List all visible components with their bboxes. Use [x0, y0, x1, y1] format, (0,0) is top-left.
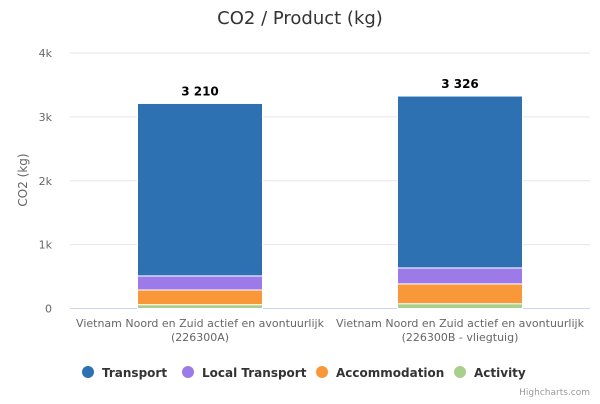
total-label: 3 210 — [181, 84, 219, 98]
y-tick-label: 0 — [45, 303, 52, 316]
legend-label: Accommodation — [336, 366, 444, 380]
x-axis-label: Vietnam Noord en Zuid actief en avontuur… — [76, 317, 325, 330]
legend-item-transport[interactable]: Transport — [82, 366, 167, 380]
credits[interactable]: Highcharts.com — [519, 388, 590, 398]
legend-item-accommodation[interactable]: Accommodation — [316, 366, 444, 380]
bar-segment-local-transport — [397, 267, 523, 285]
bar-segment-accommodation — [397, 283, 523, 305]
legend-marker — [316, 366, 328, 378]
bar-segment-transport — [397, 95, 523, 269]
legend-marker — [454, 366, 466, 378]
bar-segment-transport — [137, 102, 263, 277]
total-label: 3 326 — [441, 77, 479, 91]
y-tick-label: 3k — [39, 111, 53, 124]
legend-marker — [82, 366, 94, 378]
y-axis-label: CO2 (kg) — [16, 153, 30, 206]
y-tick-label: 2k — [39, 175, 53, 188]
bar-segment-activity — [397, 303, 523, 310]
x-axis-label: Vietnam Noord en Zuid actief en avontuur… — [336, 317, 585, 330]
chart-title: CO2 / Product (kg) — [217, 8, 383, 29]
legend-item-local-transport[interactable]: Local Transport — [182, 366, 307, 380]
legend-label: Transport — [102, 366, 167, 380]
legend-label: Local Transport — [202, 366, 307, 380]
x-axis-label: (226300A) — [171, 331, 229, 344]
bar-segment-local-transport — [137, 275, 263, 291]
legend-marker — [182, 366, 194, 378]
legend-item-activity[interactable]: Activity — [454, 366, 526, 380]
bar-segment-activity — [137, 304, 263, 310]
legend-label: Activity — [474, 366, 526, 380]
y-tick-label: 1k — [39, 239, 53, 252]
y-tick-label: 4k — [39, 47, 53, 60]
x-axis-label: (226300B - vliegtuig) — [402, 331, 519, 344]
bar-segment-accommodation — [137, 289, 263, 306]
